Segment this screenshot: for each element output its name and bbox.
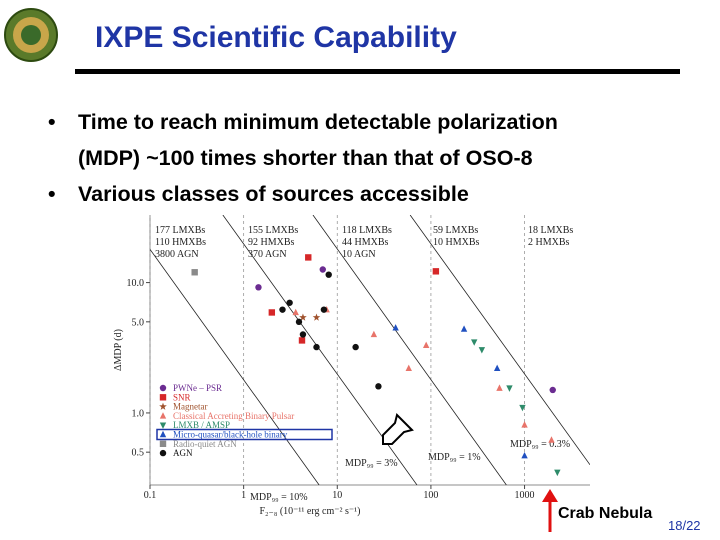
bullet-text: Various classes of sources accessible bbox=[78, 182, 469, 206]
callout-arrowhead bbox=[542, 489, 558, 502]
population-label: 59 LMXBs bbox=[433, 225, 478, 236]
data-point bbox=[298, 337, 306, 344]
y-tick-label: 10.0 bbox=[127, 278, 145, 289]
slide-title: IXPE Scientific Capability bbox=[95, 21, 457, 54]
data-point bbox=[286, 299, 293, 306]
data-point bbox=[159, 412, 167, 419]
bullet-mark: • bbox=[48, 110, 56, 134]
data-point bbox=[432, 268, 440, 275]
data-point bbox=[496, 384, 503, 391]
data-point bbox=[159, 384, 167, 392]
x-tick-label: 100 bbox=[423, 490, 438, 501]
data-point bbox=[405, 364, 412, 372]
data-point bbox=[319, 266, 326, 273]
y-axis-label: ΔMDP (d) bbox=[113, 329, 124, 371]
bullet-text: Time to reach minimum detectable polariz… bbox=[78, 110, 558, 134]
mdp-label: MDP₉₉ = 0.3% bbox=[510, 439, 570, 450]
legend-label: PWNe – PSR bbox=[173, 383, 222, 393]
legend-label: Classical Accreting Binary Pulsar bbox=[173, 411, 294, 421]
data-point bbox=[320, 306, 328, 313]
population-label: 118 LMXBs bbox=[342, 225, 392, 236]
data-point bbox=[521, 421, 528, 428]
data-point bbox=[549, 386, 556, 394]
data-point bbox=[392, 324, 399, 331]
data-point bbox=[471, 339, 478, 346]
legend-label: LMXB / AMSP bbox=[173, 420, 230, 430]
data-point bbox=[279, 306, 286, 313]
data-point bbox=[460, 325, 468, 332]
data-point bbox=[159, 402, 167, 410]
y-tick-label: 1.0 bbox=[132, 408, 145, 419]
legend-label: AGN bbox=[173, 448, 193, 458]
x-tick-label: 1000 bbox=[515, 490, 535, 501]
data-point bbox=[159, 440, 167, 447]
data-point bbox=[548, 436, 555, 443]
population-label: 370 AGN bbox=[248, 249, 287, 260]
population-label: 3800 AGN bbox=[155, 249, 199, 260]
data-point bbox=[519, 404, 526, 412]
data-point bbox=[554, 469, 561, 477]
mdp-label: MDP₉₉ = 10% bbox=[250, 492, 308, 503]
x-tick-label: 1 bbox=[241, 490, 246, 501]
mdp-line bbox=[312, 215, 507, 485]
data-point bbox=[295, 318, 303, 326]
data-point bbox=[312, 313, 321, 321]
data-point bbox=[268, 309, 276, 316]
mdp-label: MDP₉₉ = 3% bbox=[345, 458, 398, 469]
population-label: 10 AGN bbox=[342, 249, 376, 260]
legend-highlight bbox=[156, 428, 333, 441]
data-point bbox=[352, 343, 359, 351]
data-point bbox=[191, 269, 198, 276]
data-point bbox=[506, 385, 513, 392]
bullet-mark: • bbox=[48, 182, 56, 206]
population-label: 155 LMXBs bbox=[248, 225, 298, 236]
population-label: 18 LMXBs bbox=[528, 225, 573, 236]
population-label: 44 HMXBs bbox=[342, 237, 389, 248]
data-points bbox=[191, 254, 561, 477]
data-point bbox=[493, 364, 501, 372]
x-tick-label: 0.1 bbox=[144, 490, 157, 501]
data-point bbox=[325, 271, 332, 278]
legend-label: SNR bbox=[173, 392, 191, 402]
data-point bbox=[370, 330, 378, 338]
bullet-text: (MDP) ~100 times shorter than that of OS… bbox=[78, 146, 533, 170]
legend-label: Magnetar bbox=[173, 402, 207, 412]
legend-label: Radio-quiet AGN bbox=[173, 439, 237, 449]
data-point bbox=[299, 313, 307, 321]
legend-label: Micro-quasar/black-hole binary bbox=[173, 430, 288, 440]
data-point bbox=[159, 422, 167, 429]
population-label: 10 HMXBs bbox=[433, 237, 480, 248]
data-point bbox=[255, 284, 262, 291]
page-number: 18/22 bbox=[668, 518, 701, 533]
data-point bbox=[299, 331, 307, 338]
chart: 0.1 1 10 100 1000 0.5 1.0 5.0 10.0 F₂₋₈ (10⁻¹¹ er… bbox=[113, 215, 590, 517]
data-point bbox=[159, 394, 167, 401]
data-point bbox=[422, 341, 430, 349]
mdp-label: MDP₉₉ = 1% bbox=[428, 452, 481, 463]
data-point bbox=[521, 451, 528, 459]
y-tick-label: 5.0 bbox=[132, 317, 145, 328]
data-point bbox=[292, 308, 299, 316]
title-rule bbox=[75, 69, 680, 74]
data-point bbox=[375, 383, 382, 390]
x-tick-label: 10 bbox=[332, 490, 342, 501]
data-point bbox=[159, 449, 167, 457]
logo bbox=[4, 8, 58, 62]
population-label: 2 HMXBs bbox=[528, 237, 570, 248]
x-axis-label: F₂₋₈ (10⁻¹¹ erg cm⁻² s⁻¹) bbox=[260, 506, 361, 517]
data-point bbox=[478, 347, 486, 354]
population-label: 110 HMXBs bbox=[155, 237, 206, 248]
data-point bbox=[313, 343, 320, 351]
population-label: 92 HMXBs bbox=[248, 237, 295, 248]
mdp-line bbox=[150, 249, 320, 485]
pointer-arrow bbox=[382, 413, 414, 445]
y-tick-label: 0.5 bbox=[132, 448, 145, 459]
data-point bbox=[305, 254, 312, 261]
data-point bbox=[159, 430, 167, 438]
callout-text: Crab Nebula bbox=[558, 505, 652, 522]
population-label: 177 LMXBs bbox=[155, 225, 205, 236]
mdp-line bbox=[409, 215, 590, 466]
